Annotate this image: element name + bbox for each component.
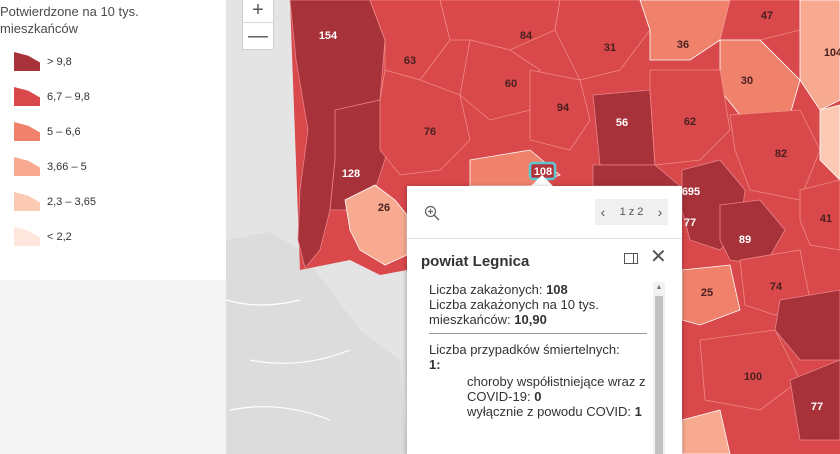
legend-label: 3,66 – 5 [47, 160, 87, 173]
divider [429, 333, 647, 334]
scroll-thumb[interactable] [655, 296, 663, 454]
district-62[interactable] [649, 69, 731, 166]
legend-swatch-5 [14, 192, 40, 211]
legend-item: > 9,8 [14, 52, 72, 71]
map-label: 100 [744, 371, 762, 383]
legend-panel: Potwierdzone na 10 tys. mieszkańców > 9,… [0, 0, 227, 454]
map-label: 25 [701, 287, 713, 299]
covid-only-label: wyłącznie z powodu COVID: [467, 404, 632, 419]
next-feature-button[interactable]: › [657, 204, 663, 220]
comorbid-label: choroby współistniejące wraz z COVID-19: [467, 374, 646, 404]
legend-label: 6,7 – 9,8 [47, 90, 90, 103]
legend-swatch-4 [14, 157, 40, 176]
district-36[interactable] [639, 0, 731, 61]
map-label: 36 [677, 39, 689, 51]
district-77-se[interactable] [789, 359, 840, 441]
previous-feature-button[interactable]: ‹ [600, 204, 606, 220]
rate-line-2: mieszkańców: 10,90 [429, 312, 647, 327]
cases-label: Liczba zakażonych: [429, 282, 543, 297]
map-label: 41 [820, 213, 832, 225]
legend-title: Potwierdzone na 10 tys. mieszkańców [0, 4, 139, 36]
map-label: 77 [811, 401, 823, 413]
map-label: 47 [761, 10, 773, 22]
popup-toolbar: ‹ 1 z 2 › [407, 186, 682, 239]
map-label: 26 [378, 202, 390, 214]
popup-scrollbar[interactable]: ▲ [653, 282, 665, 454]
popup-pointer [530, 175, 554, 187]
map-label: 104 [824, 47, 840, 59]
basemap-borders [226, 299, 351, 421]
district-edge[interactable] [819, 104, 840, 181]
cases-value: 108 [546, 282, 568, 297]
popup-content: Liczba zakażonych: 108 Liczba zakażonych… [429, 282, 647, 419]
legend-item: 2,3 – 3,65 [14, 192, 96, 211]
magnifier-plus-icon[interactable] [424, 205, 440, 221]
comorbid-line: choroby współistniejące wraz z COVID-19:… [429, 374, 647, 404]
district-47[interactable] [719, 0, 801, 41]
zoom-controls: + — [242, 0, 274, 50]
map-label: 76 [424, 126, 436, 138]
map-label: 31 [604, 42, 616, 54]
map-label: 30 [741, 75, 753, 87]
map-label: 56 [616, 117, 628, 129]
legend-panel-background [0, 280, 226, 454]
map-label: 62 [684, 116, 696, 128]
rate-value: 10,90 [514, 312, 547, 327]
rate-line-1: Liczba zakażonych na 10 tys. [429, 297, 599, 312]
legend-label: 5 – 6,6 [47, 125, 81, 138]
map-label: 63 [404, 55, 416, 67]
district-25[interactable] [681, 264, 741, 326]
covid-only-line: wyłącznie z powodu COVID: 1 [429, 404, 647, 419]
deaths-value: 1: [429, 357, 441, 372]
pager-text: 1 z 2 [619, 206, 644, 218]
district-31[interactable] [554, 0, 651, 81]
district-dark-east[interactable] [774, 289, 840, 361]
legend-label: 2,3 – 3,65 [47, 195, 96, 208]
popup-pager: ‹ 1 z 2 › [595, 199, 668, 225]
legend-item: 3,66 – 5 [14, 157, 87, 176]
district-76[interactable] [379, 69, 471, 176]
legend-item: 6,7 – 9,8 [14, 87, 90, 106]
map-label: 82 [775, 148, 787, 160]
scroll-up-arrow-icon[interactable]: ▲ [655, 284, 663, 291]
district-south-edge[interactable] [681, 409, 731, 454]
close-icon[interactable]: ✕ [650, 246, 667, 268]
legend-swatch-6 [14, 227, 40, 246]
dock-icon[interactable] [624, 253, 638, 264]
zoom-out-button[interactable]: — [243, 22, 273, 49]
legend-swatch-2 [14, 87, 40, 106]
district-41[interactable] [799, 179, 840, 251]
map-label: 74 [770, 281, 783, 293]
feature-popup: ‹ 1 z 2 › powiat Legnica ✕ Liczba zakażo… [407, 186, 682, 454]
zoom-in-button[interactable]: + [252, 0, 264, 21]
cases-line: Liczba zakażonych: 108 [429, 282, 647, 297]
district-100[interactable] [699, 329, 801, 411]
map-label: 154 [319, 30, 338, 42]
legend-label: > 9,8 [47, 55, 72, 68]
map-label: 94 [557, 102, 570, 114]
popup-title: powiat Legnica [421, 253, 530, 270]
legend-item: < 2,2 [14, 227, 72, 246]
popup-header: powiat Legnica ✕ [407, 238, 682, 278]
basemap-neighbor-country [226, 232, 407, 454]
map-label: 84 [520, 30, 533, 42]
legend-swatch-1 [14, 52, 40, 71]
comorbid-value: 0 [534, 389, 542, 404]
map-label: 695 [682, 186, 700, 198]
map-label: 77 [684, 217, 696, 229]
legend-swatch-3 [14, 122, 40, 141]
map-label: 89 [739, 234, 751, 246]
legend-item: 5 – 6,6 [14, 122, 81, 141]
rate-label: mieszkańców: [429, 312, 511, 327]
map-label: 60 [505, 78, 517, 90]
map-label: 128 [342, 168, 360, 180]
covid-only-value: 1 [634, 404, 642, 419]
deaths-label: Liczba przypadków śmiertelnych: [429, 342, 620, 357]
legend-label: < 2,2 [47, 230, 72, 243]
